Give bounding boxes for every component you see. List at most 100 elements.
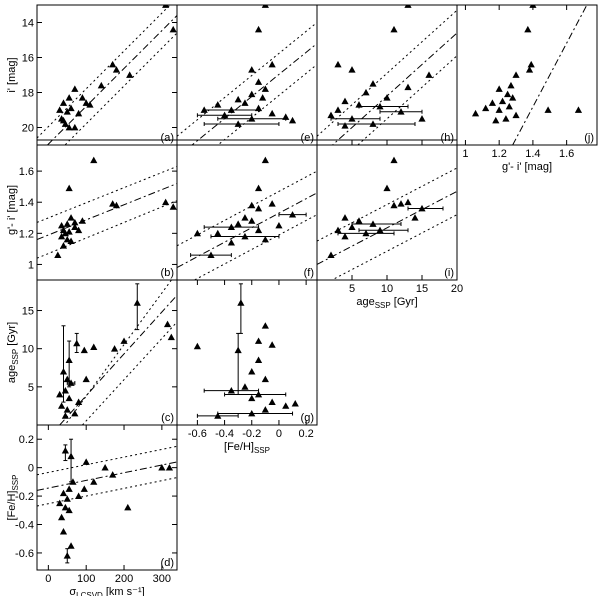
data-point [214, 101, 222, 108]
data-point [512, 111, 520, 119]
data-point [214, 229, 222, 237]
panel-label: (b) [161, 267, 174, 279]
panel-h: (h) [316, 4, 458, 146]
data-point [512, 71, 520, 78]
data-point [65, 184, 73, 192]
data-point [504, 90, 512, 98]
x-tick-label: 20 [451, 283, 463, 295]
data-point [109, 200, 117, 207]
data-point [248, 90, 256, 98]
data-point [67, 237, 75, 244]
fit-line-dashdot [59, 294, 177, 425]
data-point [471, 109, 480, 117]
data-point [369, 220, 377, 227]
x-tick-label: 10 [381, 283, 393, 295]
data-point [241, 232, 249, 240]
data-point [110, 345, 119, 352]
fit-line-dotted [82, 321, 177, 425]
data-point [234, 120, 242, 127]
data-point [259, 94, 267, 101]
data-point [495, 106, 503, 113]
data-point [341, 122, 349, 129]
panel-label: (e) [301, 132, 314, 144]
data-point [241, 383, 249, 390]
data-point [71, 123, 79, 131]
data-point [524, 25, 532, 33]
data-point [348, 66, 356, 73]
y-tick-label: 0 [28, 463, 34, 475]
data-point [169, 25, 177, 33]
data-point [268, 109, 276, 117]
data-point [383, 184, 391, 192]
x-tick-label: -0.2 [242, 428, 261, 440]
data-point [73, 339, 81, 347]
data-point [59, 242, 68, 249]
data-point [78, 217, 87, 224]
data-point [383, 94, 391, 101]
data-point [492, 116, 500, 124]
data-point [355, 101, 363, 108]
data-point [348, 223, 356, 230]
data-point [65, 506, 73, 514]
fit-line-dotted [37, 445, 177, 476]
data-point [109, 60, 117, 68]
panel-j: 1 1.2 1.4 1.6 (j) g'- i' [mag] [456, 4, 598, 173]
data-point [505, 102, 513, 110]
data-point [124, 503, 132, 511]
data-point [227, 106, 235, 113]
data-point [482, 104, 490, 112]
y-axis-label: [Fe/H]SSP [6, 475, 20, 521]
data-point [57, 232, 66, 240]
data-point [327, 111, 335, 119]
data-point [261, 85, 269, 92]
data-point [227, 239, 235, 246]
data-point [390, 25, 398, 33]
data-point [362, 229, 370, 237]
data-point [327, 251, 335, 258]
y-tick-label: 1.2 [19, 228, 34, 240]
data-point [254, 25, 263, 33]
y-tick-label: 1.4 [19, 197, 34, 209]
fit-line-dotted [217, 64, 317, 145]
data-point [525, 66, 534, 73]
fit-line-dotted [317, 167, 457, 242]
y-axis-label: i' [mag] [6, 57, 18, 92]
data-point [241, 214, 249, 221]
data-point [63, 108, 71, 115]
data-point [261, 156, 269, 164]
data-point [268, 60, 276, 68]
fit-line-dashdot [37, 183, 177, 241]
data-point [248, 367, 256, 375]
data-point [390, 201, 398, 209]
data-point [355, 217, 363, 224]
data-point [57, 513, 66, 521]
data-point [288, 116, 297, 124]
data-point [404, 198, 412, 206]
panel-b: 1 1.2 1.4 1.6 (b) g'- i' [mag] [6, 139, 178, 281]
panel-label: (i) [444, 267, 454, 279]
panel-frame [316, 139, 458, 281]
data-point [369, 120, 377, 127]
data-point [63, 406, 71, 413]
data-point [227, 387, 235, 394]
data-point [67, 452, 75, 460]
data-point [75, 226, 83, 234]
data-point [268, 341, 276, 348]
data-point [404, 83, 412, 91]
data-point [61, 387, 69, 394]
data-point [334, 226, 342, 234]
x-tick-label: -0.6 [188, 428, 207, 440]
data-point [65, 94, 73, 101]
data-point [71, 409, 79, 417]
fit-line-dotted [330, 214, 457, 280]
data-point [57, 221, 66, 229]
data-point [248, 66, 256, 73]
panel-frame [176, 279, 318, 426]
data-point [214, 412, 222, 419]
panel-frame [176, 139, 318, 281]
data-point [227, 223, 235, 230]
x-tick-label: 1.6 [559, 148, 574, 160]
x-tick-label: 1.2 [492, 148, 507, 160]
panel-frame [36, 4, 178, 146]
